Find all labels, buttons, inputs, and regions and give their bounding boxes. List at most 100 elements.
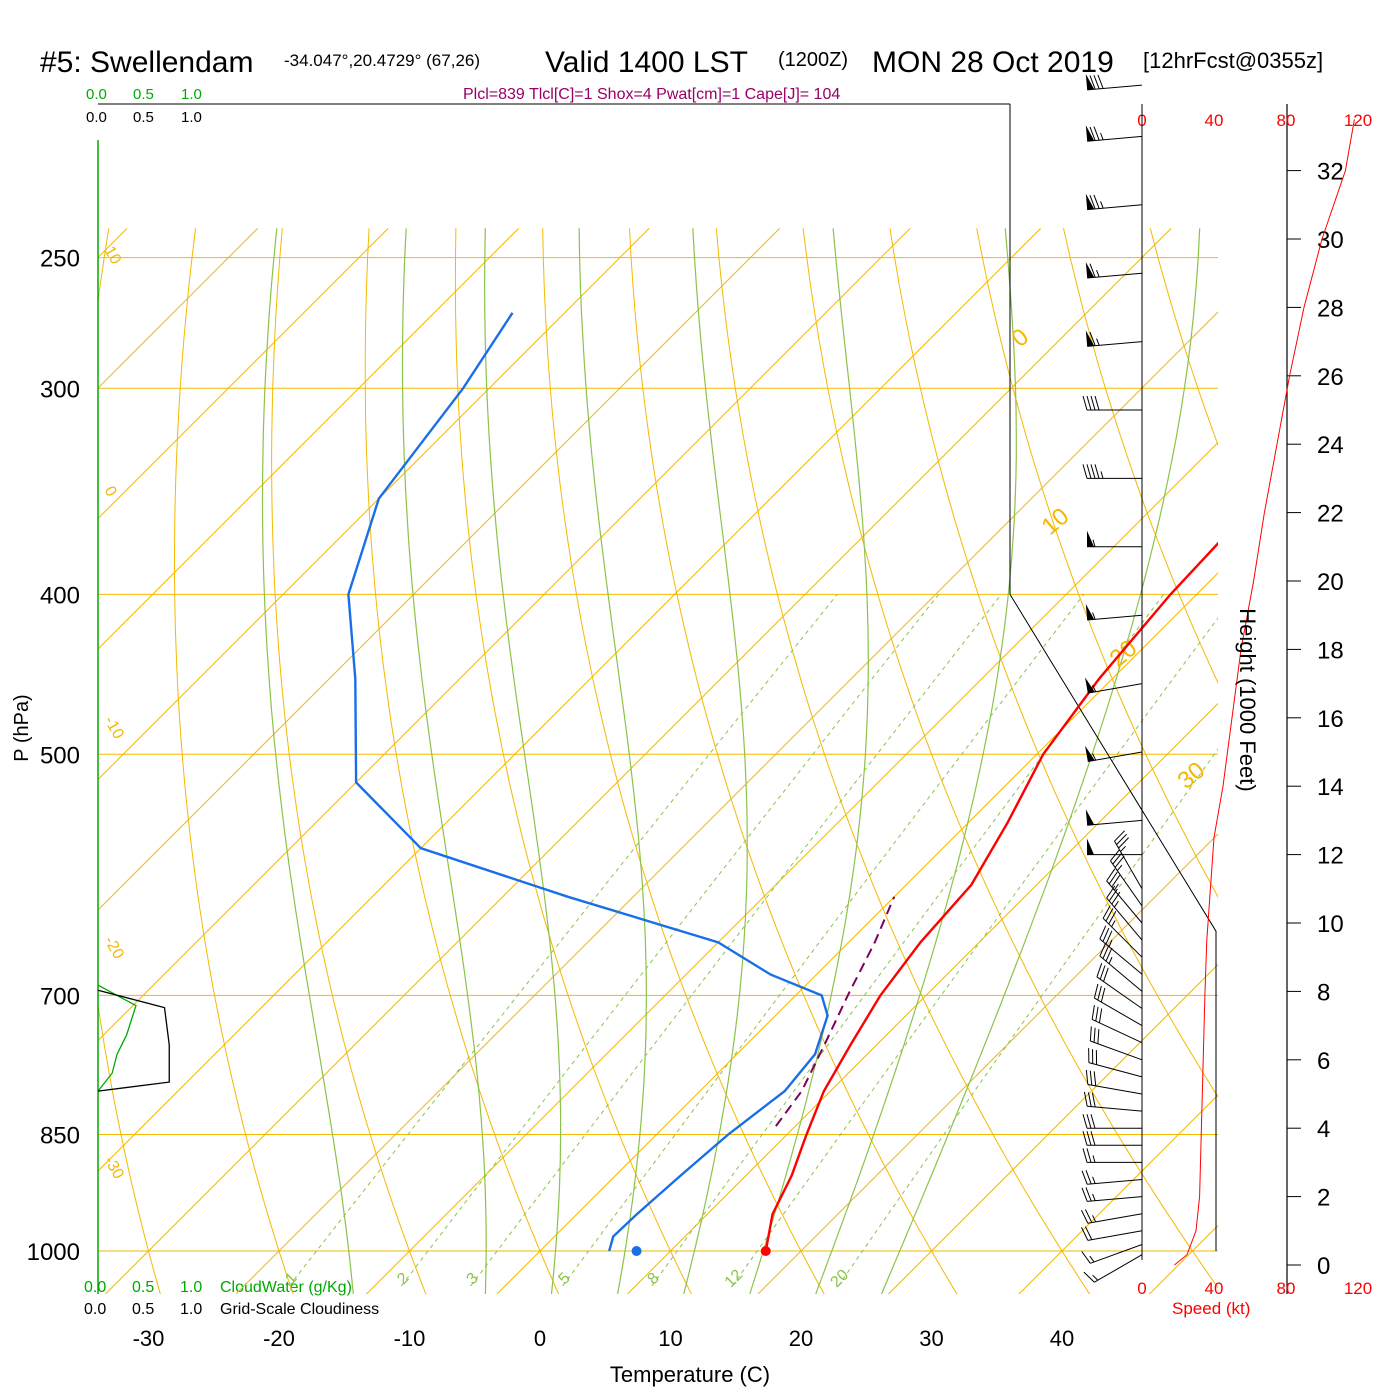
isotherm-line <box>1148 1224 1218 1294</box>
barb-staff <box>1090 1244 1143 1264</box>
barb-staff <box>1094 997 1143 1027</box>
cloudwater-scale-top: 0.0 0.5 1.0 <box>86 86 202 103</box>
moist-adiabat-line <box>578 228 648 1294</box>
dry-adiabat-line <box>629 228 958 1294</box>
isotherm-line <box>98 227 650 781</box>
barb-flag <box>1085 262 1095 278</box>
barb-full <box>1085 1187 1092 1202</box>
barb-full <box>1086 1114 1092 1129</box>
wind-speed-line <box>1174 119 1355 1266</box>
barb-full <box>1095 1006 1099 1022</box>
barb-staff <box>1087 1230 1143 1241</box>
barb-full <box>1089 195 1096 210</box>
barb-half <box>1120 845 1126 852</box>
height-tick-label: 22 <box>1317 501 1344 528</box>
wind-barb <box>1082 1114 1142 1129</box>
barb-full <box>1111 891 1121 905</box>
cloudwater-tick: 0.0 <box>86 86 107 103</box>
barb-half <box>1116 864 1123 871</box>
barb-full <box>1105 930 1113 945</box>
cloudwater-tick: 0.5 <box>132 1279 154 1296</box>
barb-full <box>1085 1170 1092 1185</box>
wind-barb <box>1081 1226 1143 1241</box>
barb-full <box>1089 1070 1093 1086</box>
stability-indices: Plcl=839 Tlcl[C]=1 Shox=4 Pwat[cm]=1 Cap… <box>463 86 840 103</box>
cloudwater-label: CloudWater (g/Kg) <box>220 1279 352 1296</box>
wind-barb <box>1082 1131 1142 1146</box>
barb-full <box>1093 1071 1097 1086</box>
isotherm-line <box>757 833 1218 1294</box>
mixing-ratio-line <box>288 594 838 1287</box>
dry-adiabat-line <box>542 228 825 1294</box>
barb-staff <box>1087 751 1143 763</box>
barb-flag <box>1085 125 1095 142</box>
barb-full <box>1087 1092 1092 1107</box>
barb-staff <box>1091 1019 1143 1044</box>
barb-full <box>1089 1026 1092 1042</box>
y-tick-label: 300 <box>40 376 80 403</box>
cloudiness-tick: 0.5 <box>132 1301 154 1318</box>
barb-full <box>1083 1271 1095 1283</box>
barb-full <box>1090 1131 1096 1146</box>
y-tick-label: 1000 <box>27 1239 80 1266</box>
barb-half <box>1100 201 1104 209</box>
barb-full <box>1093 983 1099 999</box>
cloudwater-tick: 1.0 <box>181 86 202 103</box>
barb-half <box>1089 1255 1095 1263</box>
dry-adiabat-line <box>454 228 692 1294</box>
barb-half <box>1096 269 1100 278</box>
wind-barb <box>1088 1048 1143 1078</box>
cloudiness-scale-top: 0.0 0.5 1.0 <box>86 109 202 126</box>
barb-half <box>1092 612 1096 620</box>
mixing-ratio-line <box>400 594 939 1287</box>
wind-barb <box>1085 262 1143 279</box>
dry-adiabat-line <box>364 228 560 1294</box>
zulu-time: (1200Z) <box>778 49 848 71</box>
height-tick-label: 24 <box>1317 432 1344 459</box>
wind-barb <box>1082 1148 1142 1163</box>
height-tick-label: 6 <box>1317 1048 1330 1075</box>
temperature-line <box>764 541 1218 1252</box>
barb-staff <box>1087 614 1143 621</box>
barb-staff <box>1106 897 1143 941</box>
barb-full <box>1118 837 1129 849</box>
wind-barb <box>1093 983 1143 1027</box>
barb-half <box>1100 471 1104 479</box>
mixing-ratio-label: 12 <box>722 1266 747 1291</box>
wind-barb <box>1106 885 1143 941</box>
moist-adiabat-line <box>683 228 748 1294</box>
barb-full <box>1108 871 1118 885</box>
barb-full <box>1108 888 1118 902</box>
barb-staff <box>1114 840 1143 890</box>
speed-axis-title: Speed (kt) <box>1172 1299 1250 1318</box>
barb-full <box>1106 868 1116 882</box>
barb-staff <box>1087 1213 1143 1224</box>
barb-full <box>1093 75 1100 90</box>
mixing-ratio-label: 5 <box>555 1270 573 1288</box>
barb-half <box>1092 1155 1096 1163</box>
barb-full <box>1082 1114 1088 1129</box>
height-tick-label: 12 <box>1317 843 1344 870</box>
wind-barb <box>1102 905 1143 958</box>
barb-flag <box>1085 73 1095 90</box>
mixing-ratio-line <box>731 617 1218 1287</box>
plot-frame <box>97 103 1217 1294</box>
y-axis-title: P (hPa) <box>11 694 33 761</box>
speed-tick-label: 40 <box>1205 111 1224 130</box>
speed-tick-label: 0 <box>1137 1279 1146 1298</box>
barb-full <box>1102 905 1111 919</box>
barb-full <box>1084 1209 1093 1223</box>
barb-staff <box>1087 1105 1143 1112</box>
y-tick-label: 500 <box>40 742 80 769</box>
isotherm-line <box>98 227 1042 1172</box>
dry-adiabat-line <box>98 228 161 1294</box>
cloudiness-tick: 0.0 <box>86 109 107 126</box>
isotherm-label: -20 <box>101 934 127 963</box>
isotherm-line <box>887 963 1218 1294</box>
isotherm-line <box>365 441 1218 1294</box>
wind-barb <box>1114 830 1143 890</box>
x-tick-label: 30 <box>919 1326 943 1351</box>
isotherm-label: 30 <box>1173 757 1211 795</box>
wind-barb <box>1081 1209 1143 1224</box>
